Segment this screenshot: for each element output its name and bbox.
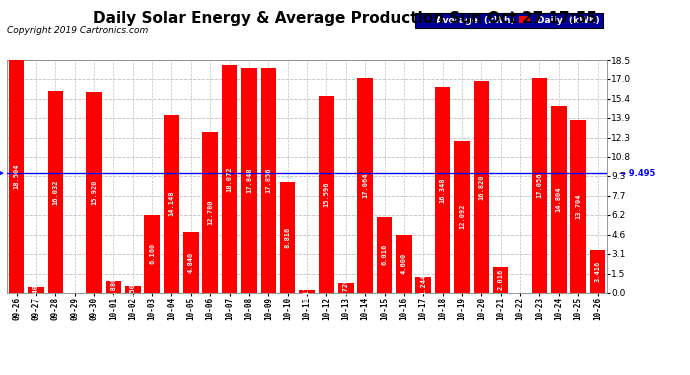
Text: 12.092: 12.092: [459, 204, 465, 229]
Text: 17.064: 17.064: [362, 172, 368, 198]
Text: Daily Solar Energy & Average Production Sun Oct 27 17:55: Daily Solar Energy & Average Production …: [93, 11, 597, 26]
Bar: [125, 286, 141, 292]
Text: → 9.495: → 9.495: [619, 169, 656, 178]
Text: 18.072: 18.072: [226, 166, 233, 192]
Bar: [261, 68, 276, 292]
Bar: [377, 217, 392, 292]
Bar: [144, 215, 160, 292]
Bar: [454, 141, 470, 292]
Text: 13.704: 13.704: [575, 194, 581, 219]
Text: 0.720: 0.720: [343, 278, 348, 298]
Text: 0.508: 0.508: [130, 279, 136, 300]
Bar: [473, 81, 489, 292]
Bar: [202, 132, 218, 292]
Text: 17.856: 17.856: [266, 168, 271, 193]
Text: 15.920: 15.920: [91, 180, 97, 205]
Text: 6.160: 6.160: [149, 243, 155, 264]
Bar: [357, 78, 373, 292]
Bar: [106, 282, 121, 292]
Text: 17.848: 17.848: [246, 168, 252, 193]
Text: 4.600: 4.600: [401, 253, 407, 274]
Bar: [319, 96, 334, 292]
Text: 18.504: 18.504: [14, 164, 19, 189]
Bar: [338, 284, 353, 292]
Bar: [396, 235, 412, 292]
Bar: [571, 120, 586, 292]
Bar: [222, 65, 237, 292]
Text: 0.172: 0.172: [304, 281, 310, 302]
Text: 15.596: 15.596: [324, 182, 329, 207]
Text: 0.404: 0.404: [33, 279, 39, 301]
Bar: [86, 92, 102, 292]
Text: 0.880: 0.880: [110, 276, 117, 298]
Bar: [164, 115, 179, 292]
Text: 2.016: 2.016: [497, 269, 504, 291]
Text: 16.032: 16.032: [52, 179, 59, 204]
Bar: [551, 106, 566, 292]
Text: 4.840: 4.840: [188, 252, 194, 273]
Legend: Average  (kWh), Daily  (kWh): Average (kWh), Daily (kWh): [415, 13, 602, 28]
Bar: [48, 91, 63, 292]
Text: 14.804: 14.804: [555, 187, 562, 212]
Bar: [415, 277, 431, 292]
Bar: [532, 78, 547, 292]
Bar: [280, 182, 295, 292]
Text: 16.820: 16.820: [478, 174, 484, 200]
Text: 1.244: 1.244: [420, 274, 426, 295]
Bar: [28, 287, 43, 292]
Bar: [241, 68, 257, 292]
Text: 17.056: 17.056: [536, 172, 542, 198]
Text: 8.816: 8.816: [285, 226, 290, 248]
Text: 3.416: 3.416: [595, 260, 600, 282]
Text: 14.148: 14.148: [168, 191, 175, 216]
Text: 6.016: 6.016: [382, 244, 388, 266]
Bar: [183, 232, 199, 292]
Bar: [590, 250, 605, 292]
Text: 12.780: 12.780: [207, 200, 213, 225]
Text: 16.348: 16.348: [440, 177, 446, 203]
Bar: [435, 87, 451, 292]
Bar: [9, 60, 24, 292]
Text: Copyright 2019 Cartronics.com: Copyright 2019 Cartronics.com: [7, 26, 148, 35]
Bar: [299, 290, 315, 292]
Bar: [493, 267, 509, 292]
